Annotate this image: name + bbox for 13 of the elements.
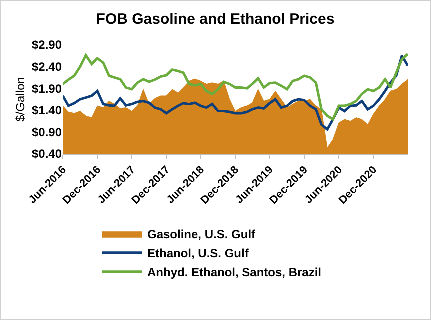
chart-title: FOB Gasoline and Ethanol Prices xyxy=(96,11,335,28)
line-series xyxy=(63,52,408,121)
y-tick-label: $0.40 xyxy=(32,147,62,162)
line-series xyxy=(63,54,408,131)
y-tick-label: $1.90 xyxy=(32,82,62,96)
y-tick-label: $1.40 xyxy=(32,104,62,118)
legend-label: Ethanol, U.S. Gulf xyxy=(148,246,250,261)
legend-label: Gasoline, U.S. Gulf xyxy=(148,228,257,242)
y-axis-title: $/Gallon xyxy=(13,77,28,122)
y-tick-label: $0.90 xyxy=(32,125,62,140)
y-tick-label: $2.90 xyxy=(32,38,62,52)
y-tick-label: $2.40 xyxy=(32,60,62,74)
legend-label: Anhyd. Ethanol, Santos, Brazil xyxy=(148,266,322,280)
